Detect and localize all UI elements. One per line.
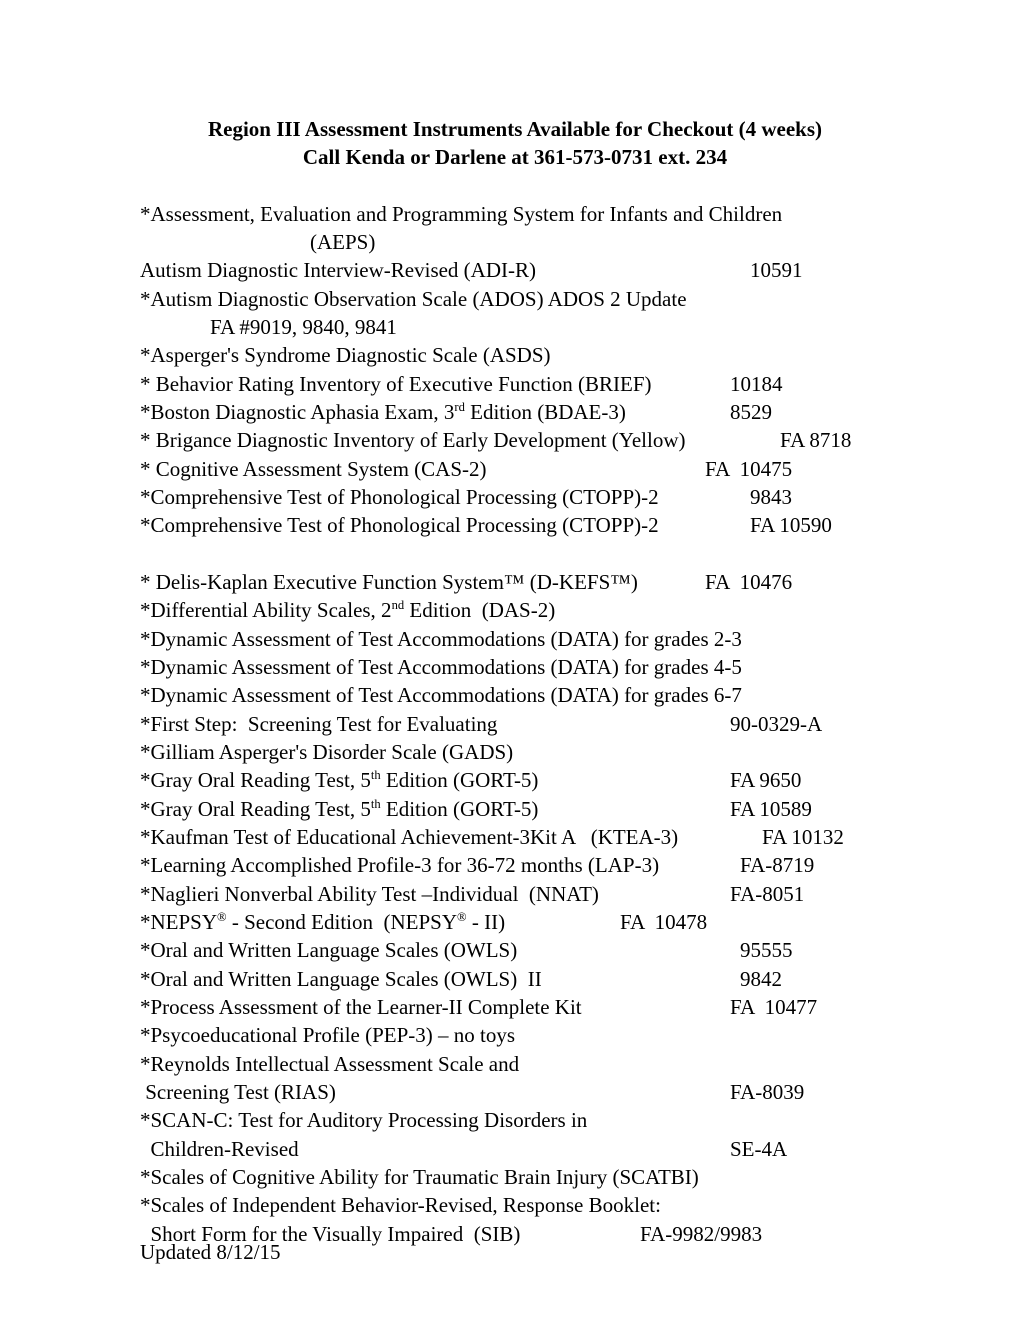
item-title: *Naglieri Nonverbal Ability Test –Indivi… bbox=[140, 880, 730, 908]
item-title: *Comprehensive Test of Phonological Proc… bbox=[140, 511, 750, 539]
list-item: *Process Assessment of the Learner-II Co… bbox=[140, 993, 890, 1021]
item-code: 90-0329-A bbox=[730, 712, 822, 736]
list-item: *SCAN-C: Test for Auditory Processing Di… bbox=[140, 1106, 890, 1134]
item-code: FA 10590 bbox=[750, 513, 832, 537]
item-code: FA-8719 bbox=[740, 853, 814, 877]
list-item: *Scales of Independent Behavior-Revised,… bbox=[140, 1191, 890, 1219]
list-item: *NEPSY® - Second Edition (NEPSY® - II)FA… bbox=[140, 908, 890, 936]
item-code: SE-4A bbox=[730, 1137, 787, 1161]
list-item: *Asperger's Syndrome Diagnostic Scale (A… bbox=[140, 341, 890, 369]
item-code: 9843 bbox=[750, 485, 792, 509]
item-title: *Learning Accomplished Profile-3 for 36-… bbox=[140, 851, 740, 879]
list-item: *Gray Oral Reading Test, 5th Edition (GO… bbox=[140, 766, 890, 794]
item-title: Autism Diagnostic Interview-Revised (ADI… bbox=[140, 256, 750, 284]
item-title: Screening Test (RIAS) bbox=[140, 1078, 730, 1106]
item-code: FA 10476 bbox=[705, 570, 792, 594]
list-item: *Dynamic Assessment of Test Accommodatio… bbox=[140, 653, 890, 681]
item-code: FA 10477 bbox=[730, 995, 817, 1019]
list-item: * Behavior Rating Inventory of Executive… bbox=[140, 370, 890, 398]
item-title: *Oral and Written Language Scales (OWLS)… bbox=[140, 965, 740, 993]
list-item: *Boston Diagnostic Aphasia Exam, 3rd Edi… bbox=[140, 398, 890, 426]
list-item: *Psycoeducational Profile (PEP-3) – no t… bbox=[140, 1021, 890, 1049]
list-item: *Comprehensive Test of Phonological Proc… bbox=[140, 511, 890, 539]
list-item: *Dynamic Assessment of Test Accommodatio… bbox=[140, 625, 890, 653]
item-code: 10184 bbox=[730, 372, 783, 396]
blank-line bbox=[140, 540, 890, 568]
list-item: Autism Diagnostic Interview-Revised (ADI… bbox=[140, 256, 890, 284]
list-item: * Delis-Kaplan Executive Function System… bbox=[140, 568, 890, 596]
list-item: *Autism Diagnostic Observation Scale (AD… bbox=[140, 285, 890, 313]
header-line-1: Region III Assessment Instruments Availa… bbox=[140, 115, 890, 143]
list-item: *Differential Ability Scales, 2nd Editio… bbox=[140, 596, 890, 624]
list-item: *Dynamic Assessment of Test Accommodatio… bbox=[140, 681, 890, 709]
list-item: *Reynolds Intellectual Assessment Scale … bbox=[140, 1050, 890, 1078]
item-code: FA 10478 bbox=[620, 910, 707, 934]
item-code: FA 10475 bbox=[705, 457, 792, 481]
item-title: *Gray Oral Reading Test, 5th Edition (GO… bbox=[140, 795, 730, 823]
list-item-continuation: Children-RevisedSE-4A bbox=[140, 1135, 890, 1163]
item-code: FA 10589 bbox=[730, 797, 812, 821]
item-code: 9842 bbox=[740, 967, 782, 991]
item-code: FA-8039 bbox=[730, 1080, 804, 1104]
list-item-continuation: (AEPS) bbox=[140, 228, 890, 256]
list-item-continuation: FA #9019, 9840, 9841 bbox=[140, 313, 890, 341]
item-title: * Cognitive Assessment System (CAS-2) bbox=[140, 455, 705, 483]
item-title: Children-Revised bbox=[140, 1135, 730, 1163]
item-code: 10591 bbox=[750, 258, 803, 282]
header-line-2: Call Kenda or Darlene at 361-573-0731 ex… bbox=[140, 143, 890, 171]
list-item: *Gray Oral Reading Test, 5th Edition (GO… bbox=[140, 795, 890, 823]
list-item: * Brigance Diagnostic Inventory of Early… bbox=[140, 426, 890, 454]
item-code: FA-9982/9983 bbox=[640, 1222, 762, 1246]
item-title: *Gray Oral Reading Test, 5th Edition (GO… bbox=[140, 766, 730, 794]
list-item: *First Step: Screening Test for Evaluati… bbox=[140, 710, 890, 738]
item-code: FA 8718 bbox=[780, 428, 851, 452]
list-item-continuation: Screening Test (RIAS)FA-8039 bbox=[140, 1078, 890, 1106]
list-item: *Scales of Cognitive Ability for Traumat… bbox=[140, 1163, 890, 1191]
item-title: *Comprehensive Test of Phonological Proc… bbox=[140, 483, 750, 511]
item-code: 95555 bbox=[740, 938, 793, 962]
list-item: *Gilliam Asperger's Disorder Scale (GADS… bbox=[140, 738, 890, 766]
item-title: * Brigance Diagnostic Inventory of Early… bbox=[140, 426, 780, 454]
footer-updated: Updated 8/12/15 bbox=[140, 1240, 281, 1265]
item-title: *First Step: Screening Test for Evaluati… bbox=[140, 710, 730, 738]
list-item: *Naglieri Nonverbal Ability Test –Indivi… bbox=[140, 880, 890, 908]
list-item: *Learning Accomplished Profile-3 for 36-… bbox=[140, 851, 890, 879]
item-title: * Delis-Kaplan Executive Function System… bbox=[140, 568, 705, 596]
item-code: 8529 bbox=[730, 400, 772, 424]
list-item: *Oral and Written Language Scales (OWLS)… bbox=[140, 936, 890, 964]
document-page: Region III Assessment Instruments Availa… bbox=[0, 0, 1020, 1320]
item-title: * Behavior Rating Inventory of Executive… bbox=[140, 370, 730, 398]
item-title: *Oral and Written Language Scales (OWLS) bbox=[140, 936, 740, 964]
list-item: *Kaufman Test of Educational Achievement… bbox=[140, 823, 890, 851]
document-header: Region III Assessment Instruments Availa… bbox=[140, 115, 890, 172]
item-title: *Kaufman Test of Educational Achievement… bbox=[140, 823, 762, 851]
list-item: * Cognitive Assessment System (CAS-2)FA … bbox=[140, 455, 890, 483]
list-item: *Oral and Written Language Scales (OWLS)… bbox=[140, 965, 890, 993]
item-title: *Process Assessment of the Learner-II Co… bbox=[140, 993, 730, 1021]
item-title: *Boston Diagnostic Aphasia Exam, 3rd Edi… bbox=[140, 398, 730, 426]
document-body: *Assessment, Evaluation and Programming … bbox=[140, 200, 890, 1248]
item-code: FA 9650 bbox=[730, 768, 801, 792]
list-item: *Assessment, Evaluation and Programming … bbox=[140, 200, 890, 228]
item-code: FA-8051 bbox=[730, 882, 804, 906]
item-title: *NEPSY® - Second Edition (NEPSY® - II) bbox=[140, 908, 620, 936]
list-item: *Comprehensive Test of Phonological Proc… bbox=[140, 483, 890, 511]
item-code: FA 10132 bbox=[762, 825, 844, 849]
